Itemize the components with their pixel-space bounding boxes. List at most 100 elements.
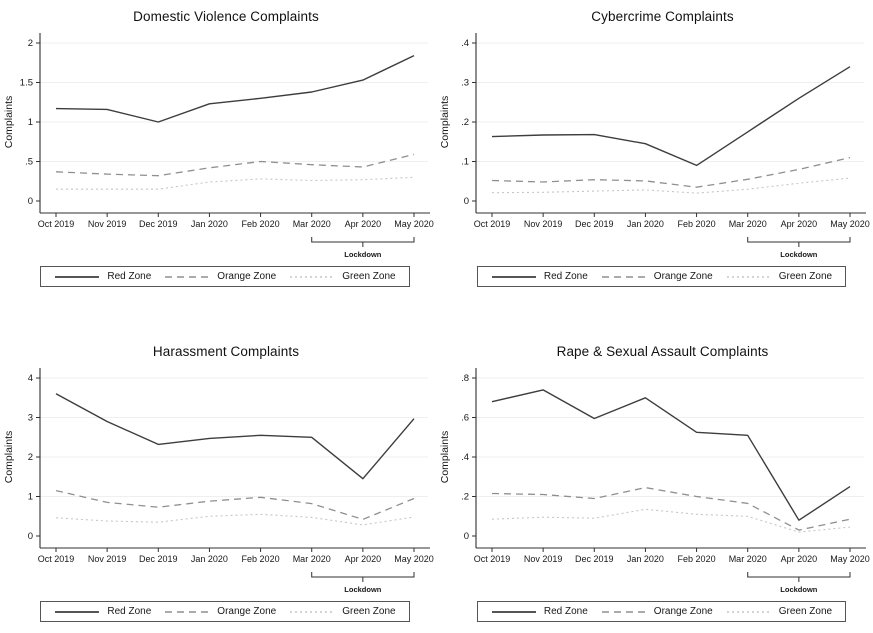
x-tick-label: Jan 2020 (191, 554, 228, 564)
chart-canvas: 0 .5 1 1.5 2 Oct 2019 Nov 2019 Dec 2019 Jan 2020… (3, 33, 434, 259)
chart-title: Rape & Sexual Assault Complaints (556, 344, 769, 359)
y-tick-label: .2 (461, 492, 469, 503)
lockdown-label: Lockdown (780, 250, 818, 259)
legend-item-orange-zone: Orange Zone (164, 271, 276, 282)
series-line-green-zone (491, 177, 851, 194)
y-tick-label: .3 (461, 78, 469, 89)
y-tick-label: 0 (464, 531, 469, 542)
legend-item-green-zone: Green Zone (726, 271, 832, 282)
x-tick-label: Apr 2020 (345, 554, 382, 564)
x-tick-label: Mar 2020 (729, 554, 767, 564)
x-tick-label: Mar 2020 (293, 554, 331, 564)
y-tick-label: .8 (461, 373, 469, 384)
y-tick-label: 1 (28, 492, 33, 503)
x-tick-label: May 2020 (830, 554, 870, 564)
legend-item-red-zone: Red Zone (491, 606, 588, 617)
red-zone-line-sample-icon (55, 610, 100, 613)
chart-title: Domestic Violence Complaints (133, 9, 319, 24)
green-zone-line-sample-icon (726, 275, 771, 278)
legend-item-green-zone: Green Zone (289, 271, 396, 282)
y-axis-title: Complaints (439, 431, 451, 484)
legend-item-orange-zone: Orange Zone (601, 271, 713, 282)
series-line-red-zone (491, 66, 851, 167)
chart-panel-harassment: Harassment Complaints 0 1 2 3 4 Oct 2019 Nov 2… (0, 335, 436, 633)
green-zone-line-sample-icon (290, 275, 335, 278)
legend-item-orange-zone: Orange Zone (164, 606, 276, 617)
y-tick-label: 1 (28, 117, 33, 128)
y-tick-label: .5 (25, 157, 33, 168)
lockdown-bracket (747, 237, 851, 243)
legend-label: Red Zone (543, 271, 588, 282)
x-tick-label: Oct 2019 (38, 554, 75, 564)
legend-item-red-zone: Red Zone (491, 271, 588, 282)
x-tick-label: Dec 2019 (139, 219, 178, 229)
series-line-red-zone (491, 389, 851, 521)
x-tick-label: Jan 2020 (627, 219, 664, 229)
lockdown-label: Lockdown (780, 585, 818, 594)
y-tick-label: 2 (28, 452, 33, 463)
y-tick-label: .4 (461, 452, 469, 463)
y-tick-label: .2 (461, 117, 469, 128)
y-tick-label: 3 (28, 413, 33, 424)
x-tick-label: Nov 2019 (524, 554, 563, 564)
lockdown-bracket (311, 572, 415, 578)
legend-label: Green Zone (778, 271, 833, 282)
orange-zone-line-sample-icon (601, 275, 646, 278)
x-tick-label: Jan 2020 (191, 219, 228, 229)
y-tick-label: .4 (461, 38, 469, 49)
legend-label: Orange Zone (653, 271, 713, 282)
y-tick-label: 0 (28, 196, 33, 207)
y-axis-title: Complaints (3, 431, 15, 484)
series-line-green-zone (56, 176, 415, 190)
series-line-orange-zone (55, 153, 415, 177)
line-chart-harassment: 0 1 2 3 4 Oct 2019 Nov 2019 Dec 2019 Jan 2020 Feb… (0, 362, 436, 598)
line-chart-cybercrime: 0 .1 .2 .3 .4 Oct 2019 Nov 2019 Dec 2019 Jan 202… (436, 27, 872, 263)
x-tick-label: Apr 2020 (781, 219, 818, 229)
line-chart-domestic-violence: 0 .5 1 1.5 2 Oct 2019 Nov 2019 Dec 2019 Jan 2020… (0, 27, 436, 263)
y-tick-label: 1.5 (20, 78, 33, 89)
lockdown-label: Lockdown (344, 250, 382, 259)
chart-legend: Red Zone Orange Zone Green Zone (476, 266, 847, 287)
x-tick-label: Mar 2020 (293, 219, 331, 229)
series-line-green-zone (491, 508, 851, 533)
chart-legend: Red Zone Orange Zone Green Zone (40, 266, 410, 287)
series-line-orange-zone (491, 156, 851, 188)
red-zone-line-sample-icon (491, 610, 536, 613)
lockdown-label: Lockdown (344, 585, 382, 594)
x-tick-label: Feb 2020 (242, 219, 280, 229)
x-tick-label: May 2020 (830, 219, 870, 229)
series-line-red-zone (55, 54, 415, 123)
x-tick-label: Dec 2019 (575, 554, 614, 564)
chart-canvas: 0 .2 .4 .6 .8 Oct 2019 Nov 2019 Dec 2019 Jan 202… (439, 368, 870, 594)
legend-row: Red Zone Orange Zone Green Zone (436, 266, 873, 287)
x-tick-label: Oct 2019 (474, 554, 511, 564)
chart-title: Harassment Complaints (152, 344, 300, 359)
legend-item-red-zone: Red Zone (54, 271, 151, 282)
y-tick-label: 2 (28, 38, 33, 49)
legend-label: Red Zone (543, 606, 588, 617)
y-tick-label: .6 (461, 413, 469, 424)
x-tick-label: Feb 2020 (242, 554, 280, 564)
y-tick-label: 4 (28, 373, 33, 384)
x-tick-label: Feb 2020 (678, 219, 716, 229)
green-zone-line-sample-icon (726, 610, 771, 613)
legend-item-green-zone: Green Zone (726, 606, 832, 617)
legend-label: Green Zone (778, 606, 833, 617)
legend-label: Red Zone (107, 606, 152, 617)
x-tick-label: Mar 2020 (729, 219, 767, 229)
legend-item-green-zone: Green Zone (289, 606, 396, 617)
orange-zone-line-sample-icon (165, 610, 210, 613)
chart-panel-domestic-violence: Domestic Violence Complaints 0 .5 1 1.5 2 Oct… (0, 0, 436, 298)
orange-zone-line-sample-icon (165, 275, 210, 278)
legend-row: Red Zone Orange Zone Green Zone (0, 266, 436, 287)
legend-row: Red Zone Orange Zone Green Zone (436, 601, 873, 622)
x-tick-label: Nov 2019 (88, 554, 127, 564)
red-zone-line-sample-icon (55, 275, 100, 278)
orange-zone-line-sample-icon (601, 610, 646, 613)
legend-label: Orange Zone (217, 271, 277, 282)
chart-legend: Red Zone Orange Zone Green Zone (40, 601, 410, 622)
lockdown-bracket (747, 572, 851, 578)
x-tick-label: Apr 2020 (345, 219, 382, 229)
legend-label: Green Zone (342, 606, 396, 617)
